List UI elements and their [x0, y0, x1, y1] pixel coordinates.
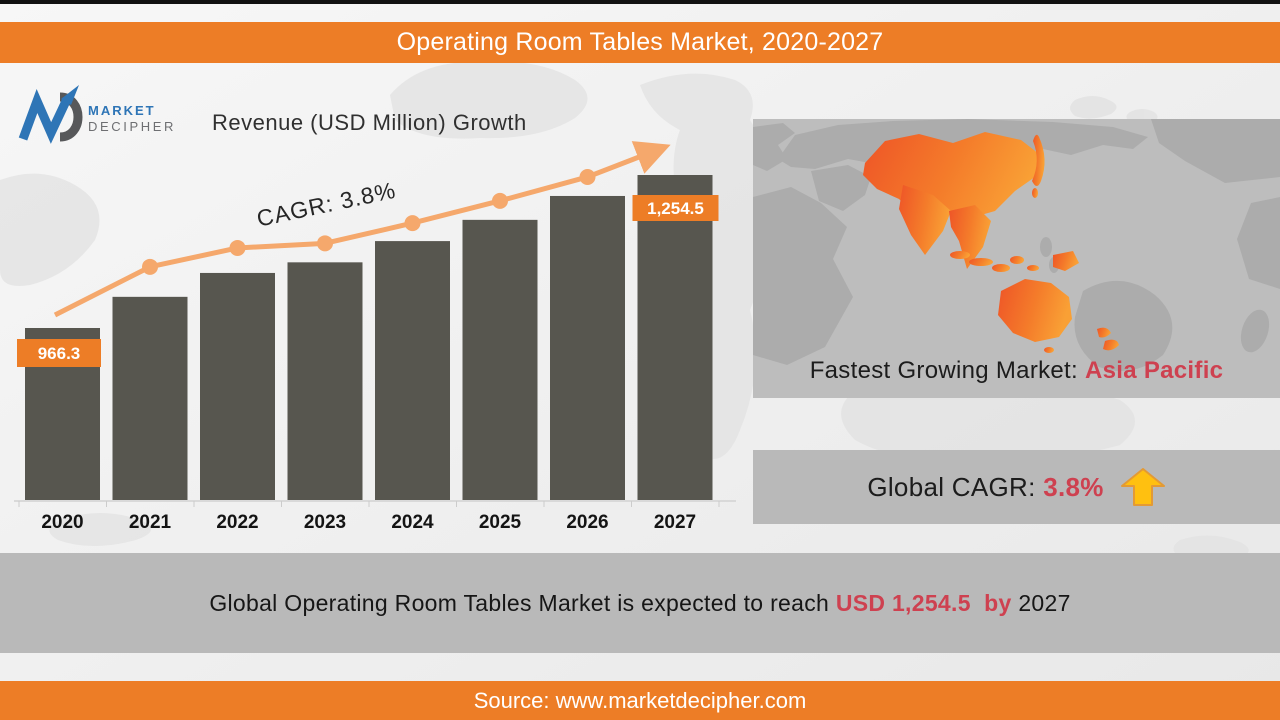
trend-marker-2026 [579, 168, 596, 185]
year-label-2020: 2020 [41, 512, 83, 533]
bar-2021 [112, 296, 188, 500]
map-caption-prefix: Fastest Growing Market: [809, 357, 1085, 384]
bar-2022 [200, 272, 275, 500]
bar-2024 [375, 241, 450, 500]
map-caption-highlight: Asia Pacific [1084, 357, 1224, 384]
logo-wordmark: MARKET DECIPHER [88, 104, 176, 133]
year-label-2021: 2021 [129, 512, 172, 533]
source-footer: Source: www.marketdecipher.com [0, 681, 1280, 720]
logo-word-decipher: DECIPHER [88, 118, 176, 134]
year-label-2025: 2025 [479, 512, 522, 533]
data-label-2027: 1,254.5 [647, 199, 704, 218]
summary-highlight: USD 1,254.5 by [835, 589, 1019, 616]
asia-pacific-map-icon [753, 119, 1280, 371]
trend-marker-2024 [404, 215, 421, 232]
summary-prefix: Global Operating Room Tables Market is e… [209, 589, 836, 616]
cagr-prefix: Global CAGR: [867, 471, 1044, 502]
title-bar: Operating Room Tables Market, 2020-2027 [0, 22, 1280, 63]
trend-marker-2023 [317, 235, 333, 252]
map-caption: Fastest Growing Market: Asia Pacific [753, 357, 1280, 385]
revenue-bar-chart: 2020 2021 2022 2023 2024 2025 2026 2027 CAGR: 3.… [14, 141, 736, 533]
top-strip [0, 0, 1280, 4]
cagr-value: 3.8% [1043, 471, 1104, 502]
data-label-2020: 966.3 [38, 344, 81, 363]
trend-marker-2022 [229, 239, 246, 256]
year-label-2026: 2026 [566, 512, 608, 533]
trend-marker-2025 [492, 192, 508, 209]
summary-text: Global Operating Room Tables Market is e… [209, 590, 1070, 617]
summary-banner: Global Operating Room Tables Market is e… [0, 553, 1280, 653]
source-text: Source: www.marketdecipher.com [473, 687, 807, 713]
trend-marker-2021 [142, 258, 158, 275]
logo-word-market: MARKET [88, 103, 156, 118]
summary-suffix: 2027 [1018, 589, 1071, 616]
year-label-2023: 2023 [304, 512, 346, 533]
brand-logo: MARKET DECIPHER [18, 84, 188, 144]
bar-2023 [287, 262, 363, 500]
year-label-2022: 2022 [216, 512, 258, 533]
bar-2026 [550, 195, 625, 500]
md-monogram-icon [18, 85, 83, 144]
year-label-2027: 2027 [654, 512, 696, 533]
cagr-text: Global CAGR: 3.8% [867, 472, 1103, 503]
year-label-2024: 2024 [391, 512, 434, 533]
cagr-annotation: CAGR: 3.8% [254, 177, 398, 232]
up-block-arrow-icon [1120, 468, 1165, 506]
data-label-box-2027 [632, 195, 719, 221]
chart-title: Revenue (USD Million) Growth [212, 110, 527, 135]
data-label-box-2020 [17, 339, 101, 367]
page-title: Operating Room Tables Market, 2020-2027 [396, 28, 884, 56]
asia-pacific-map-panel: Fastest Growing Market: Asia Pacific [753, 119, 1280, 398]
global-cagr-banner: Global CAGR: 3.8% [753, 450, 1280, 524]
cagr-trend-line [53, 141, 671, 318]
bar-2025 [462, 219, 538, 500]
bar-2027 [637, 175, 713, 500]
